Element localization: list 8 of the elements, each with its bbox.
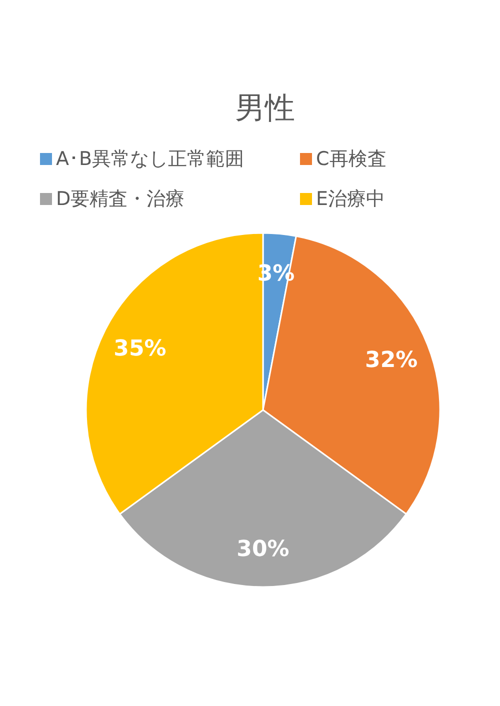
data-label: 32% xyxy=(365,348,418,374)
data-label: 35% xyxy=(114,336,166,362)
legend-label: C再検査 xyxy=(316,148,386,170)
chart-title: 男性 xyxy=(235,91,295,126)
data-label: 30% xyxy=(236,537,290,562)
legend-label: A･B異常なし正常範囲 xyxy=(56,148,244,170)
legend-label: D要精査・治療 xyxy=(56,188,185,210)
legend-label: E治療中 xyxy=(316,188,386,210)
